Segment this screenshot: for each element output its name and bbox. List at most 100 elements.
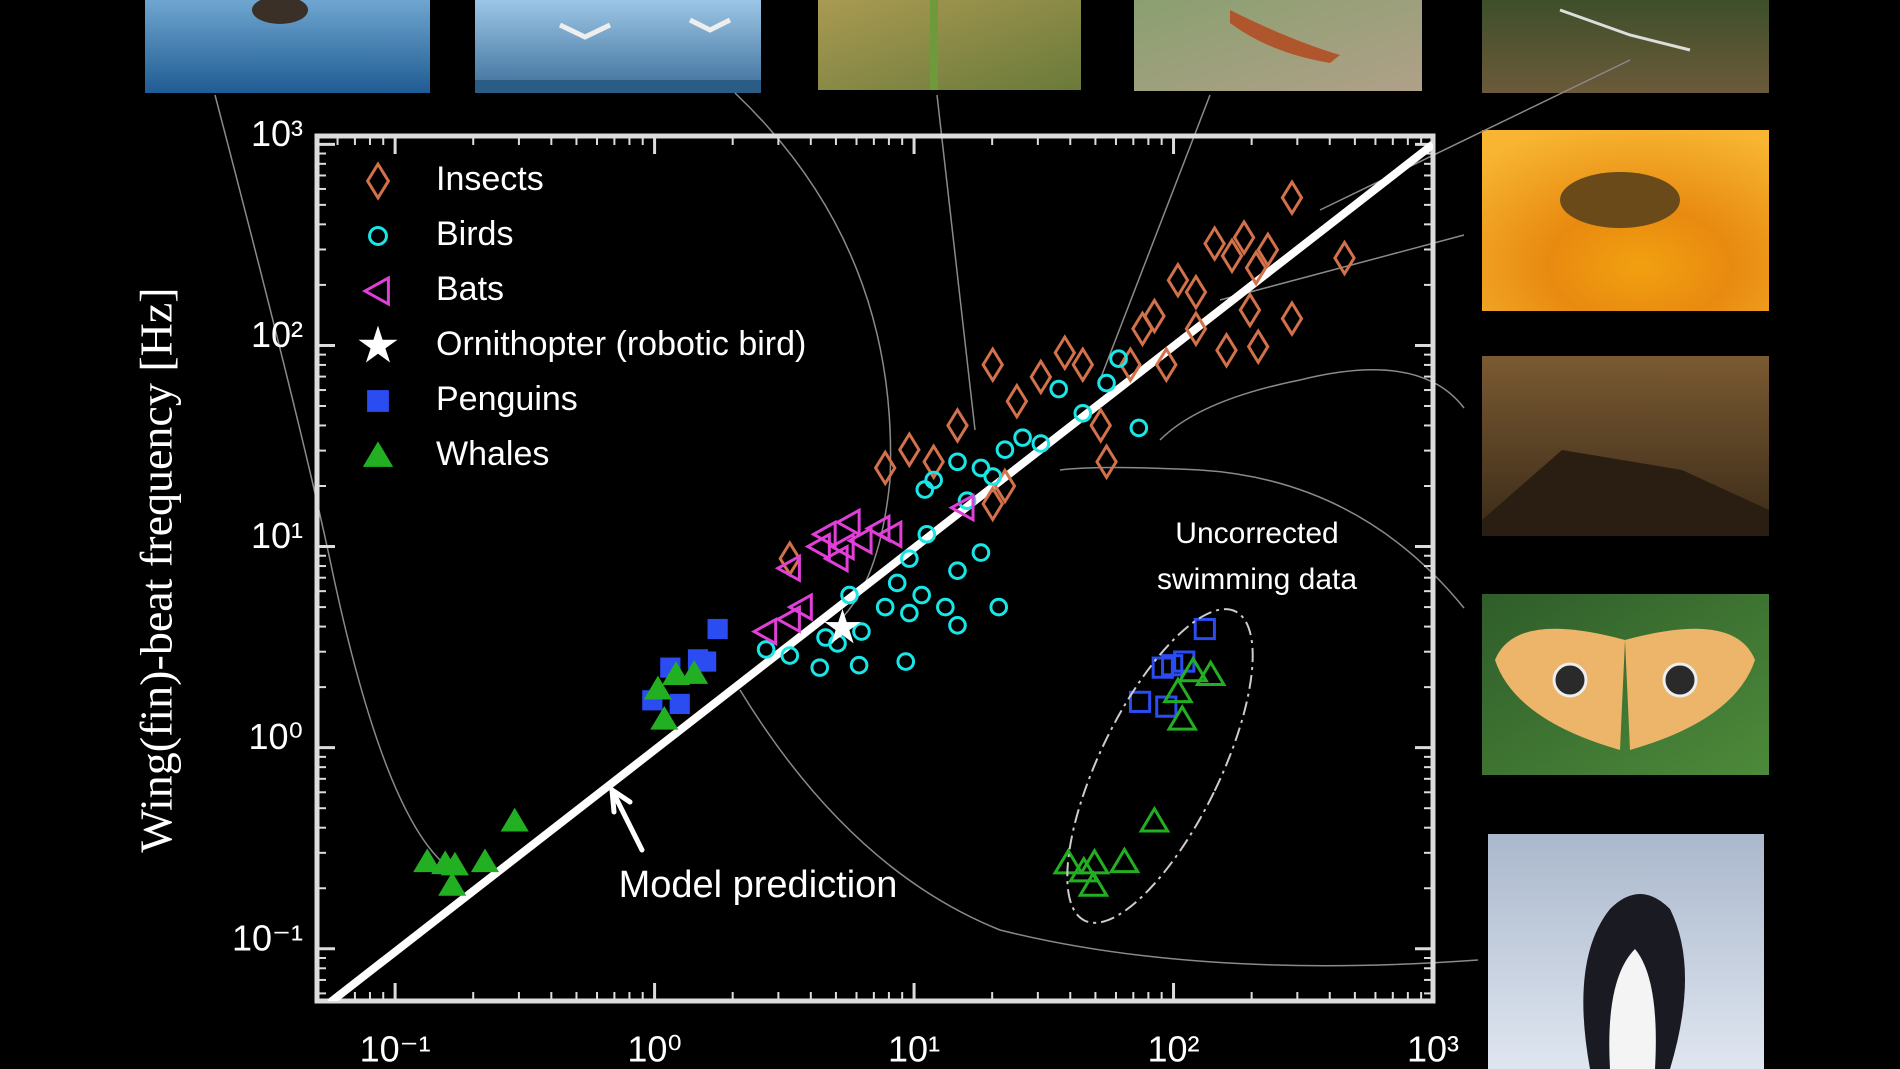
data-point: [1131, 310, 1154, 348]
x-tick-label: 10⁰: [627, 1029, 681, 1069]
swim-ellipse: [1066, 608, 1254, 924]
data-point: [1095, 443, 1118, 481]
data-point: [948, 561, 967, 580]
connector: [739, 689, 1479, 967]
photo-gulls: [475, 0, 761, 93]
model-label: Model prediction: [619, 864, 898, 906]
data-point: [897, 431, 921, 469]
data-point: [1109, 349, 1128, 369]
arrow: [609, 787, 645, 853]
data-point: [1161, 654, 1184, 677]
data-point: [1077, 870, 1110, 897]
data-point: [971, 543, 991, 562]
data-point: [1005, 382, 1029, 420]
data-point: [707, 618, 728, 640]
data-point: [1256, 231, 1280, 269]
data-point: [413, 848, 442, 873]
data-point: [438, 872, 467, 896]
data-point: [1108, 846, 1141, 874]
connector: [214, 94, 441, 861]
y-tick-label: 10²: [251, 314, 303, 355]
x-tick-label: 10³: [1407, 1029, 1459, 1069]
legend-marker: [362, 441, 394, 467]
connector: [936, 94, 976, 431]
data-point: [834, 507, 861, 537]
legend-marker: [365, 161, 391, 201]
legend-label: Bats: [436, 270, 504, 308]
photo-detail: [475, 80, 761, 93]
data-point: [1119, 346, 1142, 384]
data-point: [946, 407, 969, 444]
legend-label: Insects: [436, 160, 544, 198]
data-point: [786, 592, 813, 622]
data-point: [774, 604, 801, 634]
data-point: [1166, 704, 1199, 731]
connectors: [214, 59, 1631, 967]
data-point: [1246, 328, 1270, 366]
data-point: [948, 452, 967, 472]
photo-detail: [1230, 10, 1340, 63]
data-point: [1166, 261, 1190, 299]
legend-label: Penguins: [436, 380, 578, 418]
data-point: [1029, 358, 1053, 396]
data-point: [680, 660, 709, 684]
data-point: [500, 807, 529, 832]
data-point: [780, 646, 800, 665]
data-point: [1071, 346, 1095, 384]
data-point: [828, 532, 855, 562]
data-point: [1333, 239, 1356, 277]
photo-detail: [1560, 172, 1680, 228]
data-point: [849, 655, 869, 675]
data-point: [1067, 855, 1100, 883]
data-point: [1154, 346, 1178, 384]
data-point: [1049, 379, 1069, 399]
photo-detail: [1662, 662, 1698, 698]
data-point: [1013, 428, 1032, 447]
data-point: [1097, 373, 1116, 393]
x-tick-label: 10¹: [888, 1029, 940, 1069]
data-point: [989, 597, 1009, 617]
data-point: [1194, 659, 1227, 687]
data-point: [1177, 655, 1209, 683]
data-layer: [327, 141, 1433, 1001]
data-point: [846, 526, 873, 556]
data-point: [912, 585, 931, 605]
legend-label: Birds: [436, 215, 513, 253]
data-point: [1031, 434, 1051, 453]
data-point: [948, 493, 975, 523]
data-point: [1244, 249, 1268, 287]
data-point: [1232, 219, 1256, 256]
data-point: [470, 848, 500, 873]
photo-detail: [1495, 628, 1755, 750]
data-point: [643, 675, 672, 700]
data-point: [1184, 310, 1208, 348]
plot-frame: [314, 133, 1436, 1004]
legend-marker: [361, 275, 390, 307]
photo-detail: [1552, 662, 1588, 698]
data-point: [1184, 273, 1208, 311]
data-point: [1078, 847, 1111, 875]
data-point: [1203, 225, 1226, 263]
photo-detail: [1482, 450, 1769, 536]
data-point: [948, 615, 967, 635]
data-point: [1193, 617, 1216, 641]
data-point: [876, 519, 903, 549]
data-point: [995, 440, 1015, 460]
data-point: [1215, 331, 1238, 369]
data-point: [917, 525, 937, 544]
y-tick-label: 10³: [251, 113, 303, 154]
data-point: [971, 458, 991, 478]
y-axis-label: Wing(fin)-beat frequency [Hz]: [131, 287, 182, 852]
connector: [1319, 59, 1631, 211]
data-point: [1129, 418, 1149, 438]
model-line: [327, 141, 1433, 1001]
data-point: [957, 491, 977, 511]
data-point: [661, 661, 691, 686]
photo-detail: [930, 0, 938, 90]
data-point: [981, 346, 1005, 384]
data-point: [1073, 403, 1093, 423]
data-point: [1220, 237, 1244, 275]
legend-marker: [358, 325, 398, 363]
